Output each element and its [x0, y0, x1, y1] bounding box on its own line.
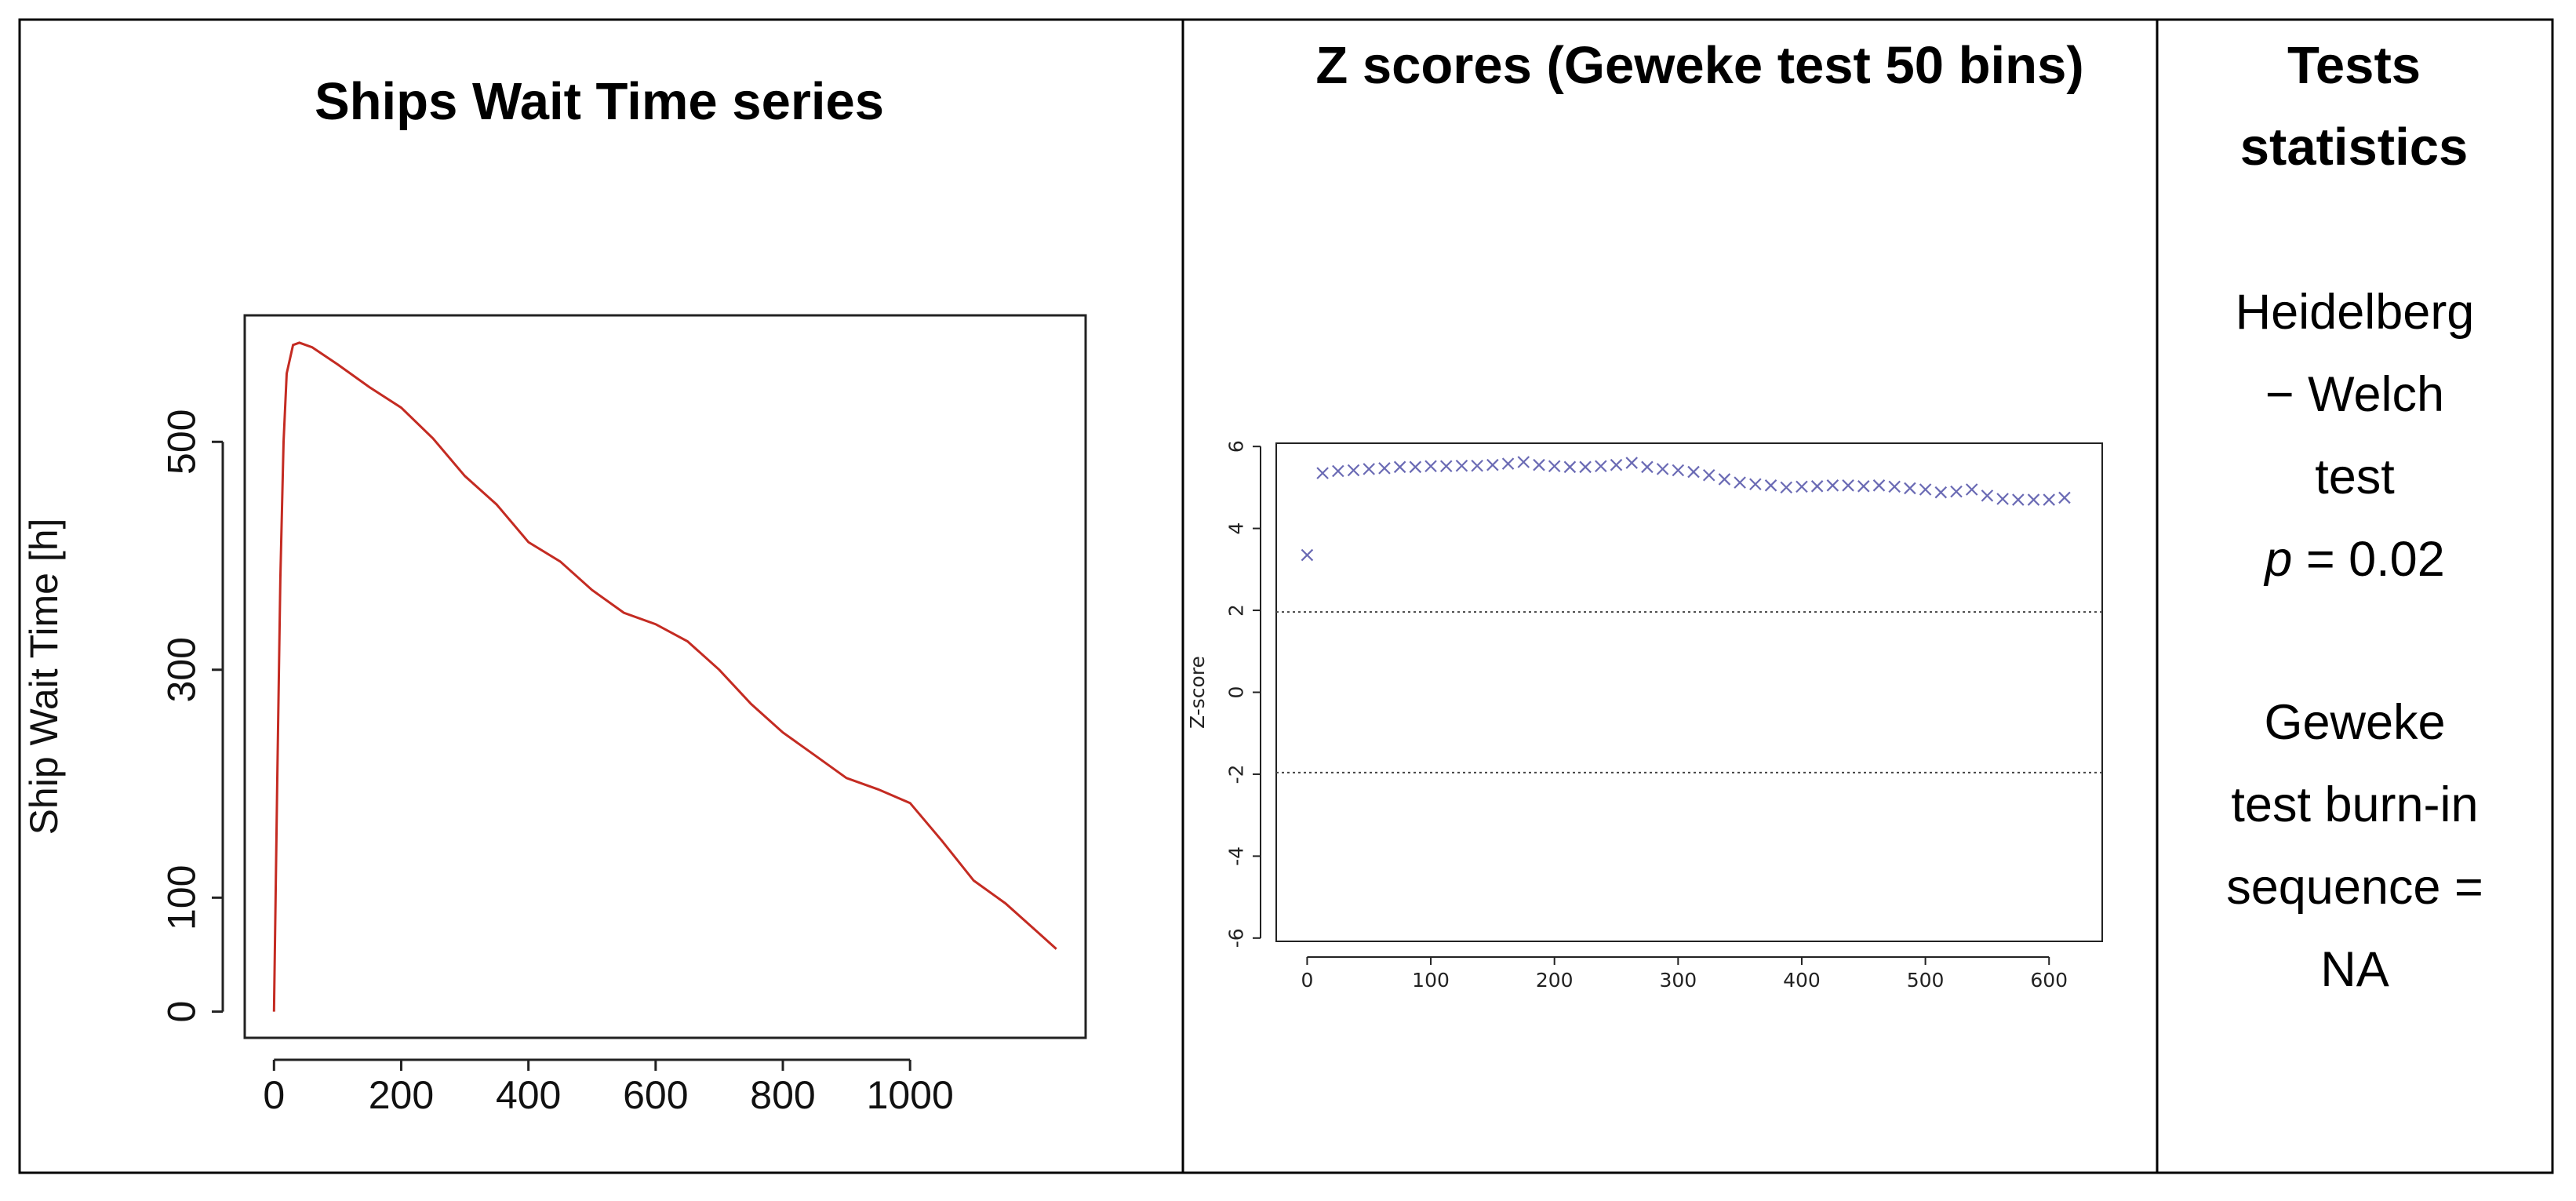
x-tick-label: 400 — [1783, 969, 1821, 992]
x-tick-label: 1000 — [867, 1073, 954, 1117]
y-axis-label: Ship Wait Time [h] — [22, 519, 66, 835]
geweke-stat: Geweke test burn-in sequence = NA — [2159, 682, 2551, 1011]
data-point — [1501, 457, 1515, 470]
data-point — [1486, 458, 1499, 471]
data-point — [1857, 480, 1870, 493]
data-point — [1641, 460, 1654, 474]
data-point — [1517, 456, 1530, 468]
data-point — [1316, 467, 1329, 479]
data-point — [1656, 463, 1669, 475]
y-tick-label: -2 — [1224, 764, 1247, 784]
data-point — [1996, 493, 2009, 505]
y-tick-label: 4 — [1224, 522, 1247, 535]
data-point — [1439, 460, 1453, 473]
data-point — [1332, 464, 1344, 478]
data-point — [1378, 462, 1391, 475]
data-point — [1919, 483, 1932, 496]
data-point — [1424, 460, 1437, 473]
data-point — [1950, 485, 1963, 498]
y-tick-label: -4 — [1224, 846, 1247, 866]
y-tick-label: 100 — [159, 865, 203, 930]
x-tick-label: 300 — [1659, 969, 1697, 992]
stat-line: Geweke — [2264, 695, 2446, 750]
y-tick-label: 2 — [1224, 604, 1247, 617]
data-point — [1579, 460, 1592, 474]
plot-frame — [243, 314, 1087, 1039]
data-point — [1702, 468, 1716, 482]
data-point — [1888, 480, 1901, 493]
y-tick-label: -6 — [1224, 928, 1247, 948]
data-point — [2027, 493, 2040, 506]
data-point — [1810, 480, 1824, 493]
y-tick-label: 500 — [159, 409, 203, 475]
data-point — [1363, 463, 1376, 475]
data-point — [1672, 464, 1685, 477]
data-point — [1610, 458, 1623, 471]
data-point — [1687, 465, 1700, 479]
heidelberg-welch-stat: Heidelberg − Welch test p = 0.02 — [2159, 271, 2551, 601]
x-tick-label: 600 — [2030, 969, 2068, 992]
y-tick-label: 6 — [1224, 440, 1247, 453]
y-tick-label: 0 — [159, 1001, 203, 1023]
stat-line: test burn-in — [2231, 777, 2479, 832]
data-point — [1826, 479, 1839, 492]
data-point — [1301, 548, 1314, 562]
data-point — [1734, 476, 1746, 489]
data-point — [1455, 459, 1468, 472]
y-tick-label: 0 — [1224, 686, 1247, 699]
data-line — [272, 341, 1057, 1012]
column-header: Ships Wait Time series — [314, 72, 885, 131]
x-tick-label: 400 — [496, 1073, 561, 1117]
data-point — [1471, 459, 1483, 472]
x-tick-label: 500 — [1907, 969, 1945, 992]
data-point — [1780, 481, 1793, 494]
x-tick-label: 0 — [263, 1073, 285, 1117]
x-tick-label: 200 — [369, 1073, 434, 1117]
data-point — [1904, 482, 1916, 495]
x-tick-label: 200 — [1536, 969, 1574, 992]
data-point — [1965, 483, 1978, 496]
data-point — [1764, 479, 1777, 492]
column-header: Z scores (Geweke test 50 bins) — [1315, 36, 2084, 95]
data-point — [1595, 460, 1607, 473]
data-point — [1563, 460, 1577, 474]
table-border — [18, 18, 2554, 1174]
x-tick-label: 0 — [1301, 969, 1313, 992]
stat-line: sequence = — [2226, 860, 2483, 915]
data-point — [1981, 489, 1994, 502]
stat-result: p = 0.02 — [2159, 519, 2551, 601]
x-tick-label: 600 — [623, 1073, 688, 1117]
stat-line: NA — [2320, 942, 2389, 997]
data-point — [1842, 479, 1854, 492]
data-point — [1796, 480, 1808, 493]
stat-line: test — [2315, 449, 2395, 504]
y-tick-label: 300 — [159, 637, 203, 702]
data-point — [1934, 486, 1948, 499]
plot-frame — [1275, 442, 2103, 942]
data-point — [1409, 460, 1422, 474]
data-point — [1393, 460, 1406, 474]
data-point — [1625, 457, 1638, 469]
data-point — [2043, 493, 2055, 506]
data-point — [2012, 493, 2025, 506]
stat-line: Heidelberg — [2235, 285, 2475, 340]
data-point — [1347, 464, 1360, 477]
data-point — [1548, 460, 1561, 473]
stat-value: = 0.02 — [2292, 532, 2445, 587]
stat-variable: p — [2265, 532, 2293, 587]
data-point — [2058, 491, 2071, 504]
data-point — [1872, 479, 1886, 492]
y-axis-label: Z-score — [1186, 656, 1209, 729]
data-point — [1533, 458, 1545, 471]
data-point — [1749, 478, 1762, 490]
column-header: Tests statistics — [2239, 36, 2469, 177]
x-tick-label: 100 — [1412, 969, 1450, 992]
x-tick-label: 800 — [750, 1073, 815, 1117]
data-point — [1718, 473, 1731, 486]
stat-line: − Welch — [2265, 367, 2445, 422]
